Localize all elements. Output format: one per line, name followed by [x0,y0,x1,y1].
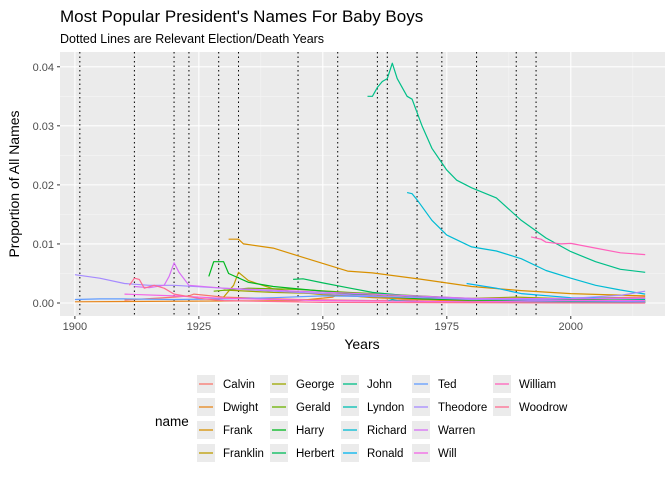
legend-item: Lyndon [341,398,404,416]
legend-item: Theodore [412,398,487,416]
axis-ticks: 1900 1925 1950 1975 2000 0.00 0.01 0.02 0.03 0.04 [33,62,583,333]
legend-label: Lyndon [367,402,404,414]
chart-title: Most Popular President's Names For Baby … [60,7,423,26]
legend-label: Harry [296,425,324,437]
legend-item: Calvin [197,375,255,393]
legend-label: Ronald [367,448,403,460]
legend-item: Herbert [270,444,335,462]
legend-label: Dwight [223,402,259,414]
legend-item: William [493,375,556,393]
legend-item: Richard [341,421,407,439]
x-tick-label: 1975 [435,321,459,333]
y-tick-label: 0.01 [33,239,54,251]
legend-label: Woodrow [519,402,568,414]
plot-panel [60,52,665,316]
y-tick-label: 0.03 [33,121,54,133]
legend-item: Harry [270,421,324,439]
legend-label: Will [438,448,457,460]
legend-label: Herbert [296,448,335,460]
legend-label: Calvin [223,379,255,391]
legend-item: Will [412,444,457,462]
legend-item: Franklin [197,444,264,462]
legend-label: John [367,379,392,391]
series-line-john [367,62,646,273]
series-line-harry [208,261,646,301]
legend-item: Warren [412,421,475,439]
series-line-will [124,293,646,303]
legend-item: Frank [197,421,253,439]
x-tick-label: 1925 [187,321,211,333]
legend-item: Ted [412,375,457,393]
y-tick-label: 0.00 [33,298,54,310]
legend-label: Richard [367,425,407,437]
legend-item: John [341,375,392,393]
legend-label: Theodore [438,402,487,414]
y-tick-label: 0.02 [33,180,54,192]
x-tick-label: 1900 [63,321,87,333]
legend-label: Gerald [296,402,331,414]
series-line-william [530,236,646,256]
legend-label: George [296,379,334,391]
legend-label: Ted [438,379,457,391]
grid-lines [60,52,665,316]
series-line-ronald [466,282,646,300]
series-lines [74,62,646,304]
legend-item: George [270,375,334,393]
legend-title: name [155,414,189,429]
x-axis-title: Years [344,336,379,352]
series-line-woodrow [128,277,646,304]
legend-label: William [519,379,556,391]
x-tick-label: 2000 [559,321,583,333]
legend: Calvin Dwight Frank Franklin George Gerald Har… [197,375,568,462]
legend-label: Warren [438,425,475,437]
legend-item: Gerald [270,398,331,416]
series-line-warren [134,262,646,300]
x-tick-label: 1950 [311,321,335,333]
chart-subtitle: Dotted Lines are Relevant Election/Death… [60,32,324,46]
series-line-frank [228,238,646,297]
legend-item: Dwight [197,398,259,416]
legend-item: Woodrow [493,398,568,416]
y-tick-label: 0.04 [33,62,54,74]
legend-label: Frank [223,425,253,437]
legend-label: Franklin [223,448,264,460]
legend-item: Ronald [341,444,403,462]
series-line-richard [406,192,646,295]
y-axis-title: Proportion of All Names [6,110,22,257]
event-lines [79,52,537,316]
